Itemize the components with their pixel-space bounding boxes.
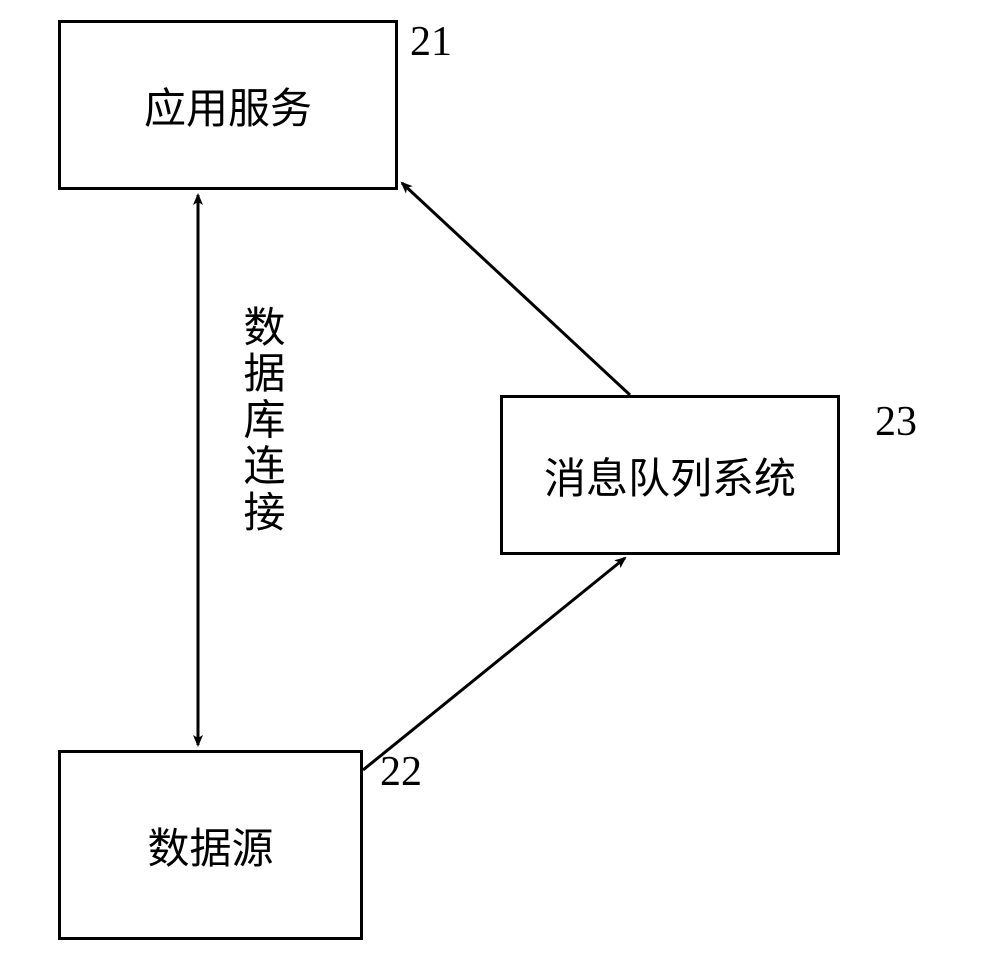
- node-app-service-label: 应用服务: [144, 75, 312, 136]
- node-mq-system: 消息队列系统: [500, 395, 840, 555]
- edge-db-connection-label: 数据库连接: [230, 305, 291, 536]
- node-data-source: 数据源: [58, 750, 363, 940]
- node-app-service: 应用服务: [58, 20, 398, 190]
- node-mq-system-ref: 23: [875, 398, 917, 446]
- edge-ds-to-mq: [363, 558, 625, 770]
- diagram-container: 应用服务 21 数据源 22 消息队列系统 23 数据库连接: [0, 0, 1000, 969]
- node-data-source-label: 数据源: [147, 815, 273, 876]
- node-mq-system-label: 消息队列系统: [544, 445, 796, 506]
- edge-mq-to-app: [402, 183, 630, 395]
- node-data-source-ref: 22: [380, 748, 422, 796]
- node-app-service-ref: 21: [410, 18, 452, 66]
